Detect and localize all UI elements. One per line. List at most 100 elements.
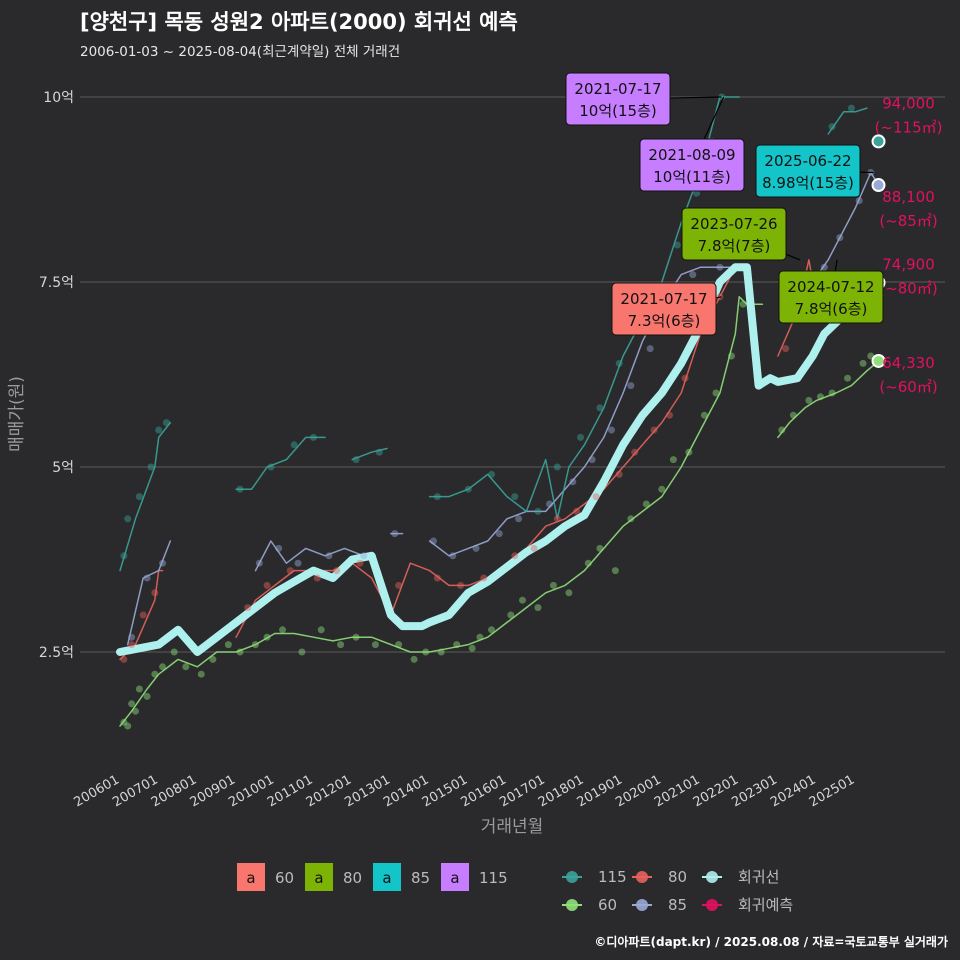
scatter-point-60 bbox=[816, 393, 824, 401]
y-tick-label: 2.5억 bbox=[39, 645, 74, 661]
scatter-point-80 bbox=[128, 641, 136, 649]
scatter-point-85 bbox=[325, 552, 333, 560]
scatter-point-115 bbox=[577, 433, 585, 441]
scatter-point-60 bbox=[727, 352, 735, 360]
scatter-point-60 bbox=[658, 485, 666, 493]
legend-series-dot bbox=[566, 899, 578, 911]
forecast-point-115 bbox=[871, 134, 886, 149]
scatter-point-115 bbox=[147, 463, 155, 471]
forecast-price-label: 88,100 bbox=[882, 188, 935, 206]
scatter-point-85 bbox=[294, 559, 302, 567]
scatter-point-60 bbox=[395, 641, 403, 649]
scatter-point-80 bbox=[151, 589, 159, 597]
scatter-point-80 bbox=[573, 507, 581, 515]
scatter-point-85 bbox=[569, 478, 577, 486]
annotation-date: 2024-07-12 bbox=[787, 278, 874, 296]
annotation-date: 2021-07-17 bbox=[574, 80, 661, 98]
scatter-point-80 bbox=[511, 552, 519, 560]
series-line-115 bbox=[119, 421, 172, 572]
scatter-point-80 bbox=[666, 411, 674, 419]
annotation-box bbox=[565, 72, 671, 126]
series-line-85 bbox=[126, 540, 172, 646]
scatter-point-85 bbox=[820, 263, 828, 271]
regression-line bbox=[116, 263, 871, 656]
legend-area-glyph: a bbox=[314, 869, 323, 887]
scatter-point-85 bbox=[588, 456, 596, 464]
chart-subtitle: 2006-01-03 ~ 2025-08-04(최근계약일) 전체 거래건 bbox=[80, 44, 401, 60]
scatter-point-60 bbox=[828, 389, 836, 397]
scatter-point-60 bbox=[251, 641, 259, 649]
series-lines bbox=[116, 96, 880, 727]
scatter-point-80 bbox=[286, 567, 294, 575]
legend-series-dot bbox=[706, 899, 718, 911]
annotation-price: 7.8억(6층) bbox=[795, 300, 868, 318]
scatter-point-60 bbox=[488, 626, 496, 634]
scatter-point-60 bbox=[534, 604, 542, 612]
scatter-point-80 bbox=[244, 604, 252, 612]
chart-title: [양천구] 목동 성원2 아파트(2000) 회귀선 예측 bbox=[80, 10, 518, 34]
scatter-point-80 bbox=[592, 493, 600, 501]
forecast-size-label: (~80㎡) bbox=[879, 280, 937, 298]
legend-series-dot bbox=[706, 871, 718, 883]
scatter-point-60 bbox=[170, 648, 178, 656]
legend-area-glyph: a bbox=[450, 869, 459, 887]
scatter-point-85 bbox=[836, 234, 844, 242]
legend-series-label: 60 bbox=[598, 896, 617, 914]
legend-series-dot bbox=[636, 871, 648, 883]
scatter-point-115 bbox=[290, 441, 298, 449]
scatter-point-85 bbox=[472, 544, 480, 552]
scatter-point-115 bbox=[511, 493, 519, 501]
forecast-point-60 bbox=[871, 353, 886, 368]
scatter-point-115 bbox=[352, 456, 360, 464]
series-line-85 bbox=[428, 266, 740, 557]
scatter-point-80 bbox=[356, 559, 364, 567]
source-caption: ©디아파트(dapt.kr) / 2025.08.08 / 자료=국토교통부 실… bbox=[594, 935, 948, 949]
forecast-price-label: 64,330 bbox=[882, 354, 935, 372]
scatter-point-115 bbox=[828, 123, 836, 131]
scatter-point-80 bbox=[313, 574, 321, 582]
scatter-point-60 bbox=[805, 396, 813, 404]
scatter-point-85 bbox=[607, 426, 615, 434]
annotation-date: 2025-06-22 bbox=[764, 152, 851, 170]
annotation-box bbox=[681, 207, 787, 261]
scatter-point-60 bbox=[135, 685, 143, 693]
legend-area-label: 85 bbox=[411, 869, 430, 887]
series-line-85 bbox=[811, 171, 880, 283]
forecast-price-label: 74,900 bbox=[882, 256, 935, 274]
scatter-point-115 bbox=[433, 493, 441, 501]
annotations: 2021-07-17 10억(15층) 2021-08-09 10억(11층) 2025… bbox=[565, 72, 884, 336]
series-line-60 bbox=[119, 296, 764, 727]
forecast-price-label: 94,000 bbox=[882, 94, 935, 112]
legend-series-label: 85 bbox=[668, 896, 687, 914]
scatter-point-80 bbox=[615, 470, 623, 478]
scatter-point-60 bbox=[131, 707, 139, 715]
scatter-point-60 bbox=[565, 589, 573, 597]
scatter-point-60 bbox=[128, 700, 136, 708]
scatter-point-115 bbox=[553, 463, 561, 471]
series-line-60 bbox=[777, 360, 880, 439]
legend-area-label: 60 bbox=[275, 869, 294, 887]
scatter-point-115 bbox=[155, 426, 163, 434]
forecast-size-label: (~115㎡) bbox=[875, 118, 943, 136]
scatter-point-80 bbox=[395, 581, 403, 589]
series-line-115 bbox=[235, 436, 326, 490]
scatter-point-60 bbox=[642, 500, 650, 508]
scatter-point-80 bbox=[681, 374, 689, 382]
scatter-point-85 bbox=[255, 559, 263, 567]
scatter-point-115 bbox=[534, 507, 542, 515]
scatter-point-80 bbox=[333, 567, 341, 575]
scatter-point-60 bbox=[859, 359, 867, 367]
y-tick-label: 5억 bbox=[52, 460, 74, 476]
legend-series-dot bbox=[636, 899, 648, 911]
scatter-point-85 bbox=[716, 263, 724, 271]
y-axis-label: 매매가(원) bbox=[7, 376, 27, 452]
scatter-point-115 bbox=[162, 419, 170, 427]
scatter-point-60 bbox=[611, 567, 619, 575]
y-axis-ticks: 2.5억 5억 7.5억 10억 bbox=[39, 90, 74, 661]
scatter-point-80 bbox=[480, 574, 488, 582]
scatter-point-115 bbox=[135, 493, 143, 501]
scatter-point-60 bbox=[352, 633, 360, 641]
series-line-115 bbox=[351, 447, 388, 461]
scatter-point-85 bbox=[515, 515, 523, 523]
annotation-price: 10억(11층) bbox=[653, 168, 730, 186]
